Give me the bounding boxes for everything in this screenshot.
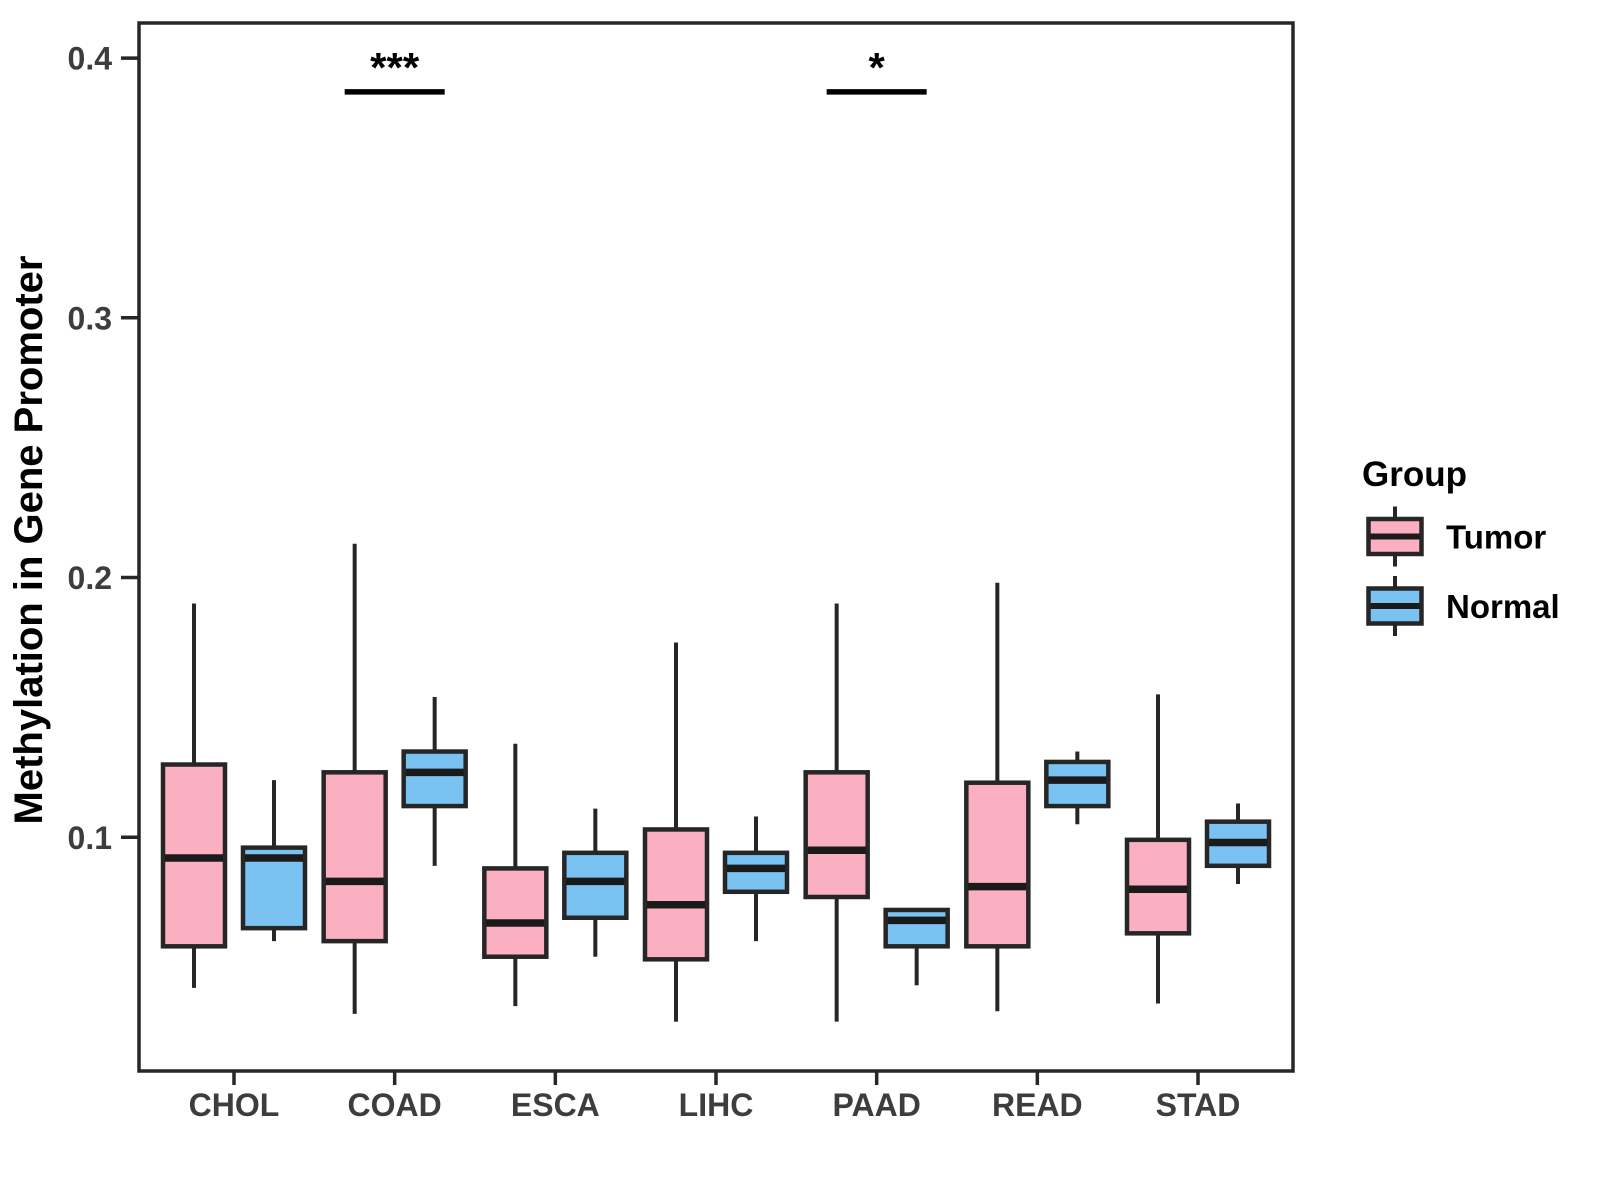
x-tick-label: READ [992,1087,1083,1123]
legend-label: Normal [1446,588,1560,625]
significance-annotations: *** * [344,44,927,95]
box-tumor-STAD [1124,694,1192,1004]
plot-panel [137,21,1295,1073]
box-tumor-READ [964,582,1031,1012]
y-tick-label: 0.3 [68,300,112,336]
iqr-box [482,866,549,959]
iqr-box [722,850,790,895]
significance-stars: *** [370,44,420,91]
y-axis-title: Methylation in Gene Promoter [7,256,51,825]
box-normal-ESCA [562,808,629,957]
iqr-box [883,907,950,949]
box-tumor-LIHC [642,642,710,1022]
y-tick-label: 0.2 [68,560,112,596]
iqr-box [642,827,710,962]
box-tumor-ESCA [482,743,549,1007]
x-tick-label: CHOL [189,1087,280,1123]
box-tumor-PAAD [803,603,870,1022]
x-tick-label: ESCA [511,1087,600,1123]
box-normal-COAD [401,696,468,866]
significance-stars: * [868,44,885,91]
iqr-box [562,850,629,921]
box-normal-PAAD [883,907,950,986]
legend-title: Group [1362,455,1467,494]
box-tumor-CHOL [160,603,228,988]
iqr-box [964,780,1031,949]
y-tick-label: 0.1 [68,820,112,856]
box-normal-CHOL [240,780,308,942]
iqr-box [803,770,870,900]
legend-entry-tumor: Tumor [1366,506,1546,567]
iqr-box [401,749,468,809]
legend: Tumor Normal [1366,506,1560,636]
legend-entry-normal: Normal [1366,576,1560,636]
iqr-box [321,770,388,944]
axes: 0.1 0.2 0.3 0.4 CHOL COAD ESCA LIHC PAAD READ STAD [68,41,1241,1123]
legend-label: Tumor [1446,518,1546,555]
box-normal-READ [1044,751,1111,825]
box-normal-LIHC [722,816,790,942]
box-normal-STAD [1204,803,1272,884]
panel-border [137,21,1295,1073]
x-tick-label: PAAD [833,1087,921,1123]
boxplots [160,543,1272,1022]
iqr-box [1044,759,1111,809]
box-tumor-COAD [321,543,388,1014]
y-tick-label: 0.4 [68,41,113,77]
x-tick-label: STAD [1156,1087,1241,1123]
x-tick-label: COAD [348,1087,442,1123]
x-tick-label: LIHC [679,1087,754,1123]
